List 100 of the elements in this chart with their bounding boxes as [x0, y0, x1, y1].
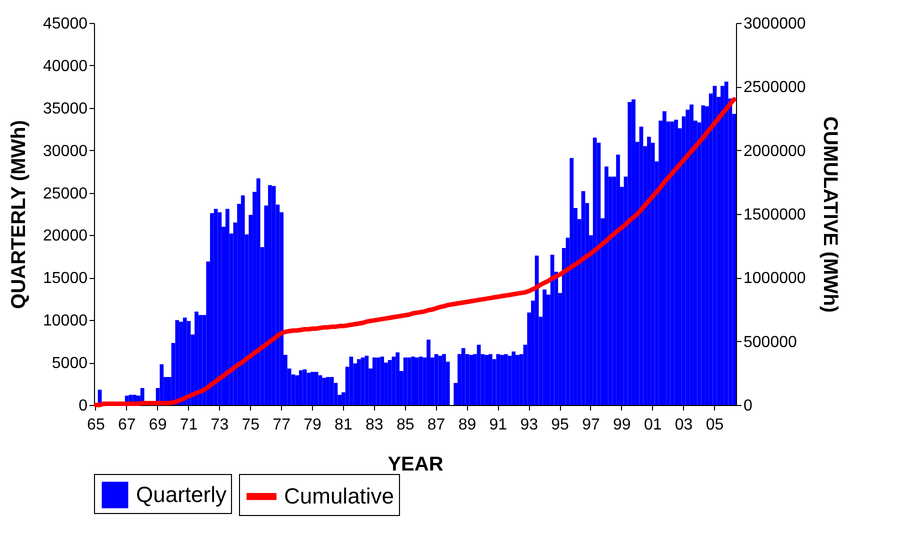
bar: [194, 312, 198, 405]
bar: [318, 375, 322, 405]
bar: [349, 356, 354, 405]
y-axis-title: QUARTERLY (MWh): [8, 120, 30, 309]
bar: [508, 356, 512, 405]
bar: [198, 315, 202, 405]
x-tick-label: 95: [551, 416, 570, 434]
x-tick-label: 83: [365, 416, 384, 434]
bar: [662, 111, 666, 405]
bar: [476, 344, 481, 405]
x-tick-label: 87: [427, 416, 446, 434]
bar: [268, 185, 272, 405]
x-tick-label: 65: [87, 416, 105, 434]
y2-tick-label: 0: [744, 398, 752, 414]
x-tick-label: 89: [458, 416, 476, 434]
bar: [306, 372, 311, 405]
bar: [182, 318, 187, 405]
bar: [380, 356, 384, 405]
y-tick-label: 0: [78, 398, 88, 414]
bar: [326, 376, 330, 405]
y2-tick-label: 1500000: [744, 206, 806, 224]
bar: [302, 369, 307, 405]
bar: [604, 166, 608, 405]
y2-tick-label: 3000000: [744, 16, 806, 32]
y-tick-label: 30000: [43, 142, 88, 160]
bar: [314, 372, 318, 405]
bar: [434, 354, 438, 405]
x-tick-label: 73: [210, 416, 229, 434]
y-tick-label: 10000: [43, 312, 88, 330]
bar: [426, 340, 430, 405]
bar: [542, 290, 546, 405]
bar: [534, 256, 539, 405]
y-tick-label: 20000: [43, 228, 88, 245]
bar: [175, 320, 180, 405]
bar: [516, 354, 520, 405]
bar: [674, 120, 678, 405]
x-axis-title: YEAR: [388, 454, 444, 476]
y-tick-label: 40000: [43, 58, 88, 75]
bar: [438, 356, 442, 405]
bar: [504, 354, 508, 405]
bar: [214, 208, 218, 405]
bar: [701, 105, 706, 405]
bar: [628, 102, 632, 405]
bar: [396, 352, 400, 405]
x-tick-label: 85: [396, 416, 414, 434]
bar: [403, 357, 408, 405]
bar: [256, 178, 260, 405]
bar: [632, 99, 636, 405]
bar: [392, 356, 396, 405]
bar: [616, 154, 620, 405]
y2-axis-title: CUMULATIVE (MWh): [818, 116, 841, 313]
x-tick-label: 81: [334, 416, 352, 434]
y2-tick-label: 2000000: [744, 142, 806, 160]
bar: [356, 359, 361, 405]
y2-tick-label: 2500000: [744, 79, 806, 96]
bar: [407, 357, 412, 405]
bar: [496, 354, 500, 405]
bar: [570, 158, 574, 405]
bar: [210, 213, 214, 405]
bar: [500, 354, 504, 405]
bar: [690, 104, 694, 405]
x-tick-label: 93: [520, 416, 538, 434]
bar: [388, 360, 392, 405]
bar: [484, 354, 488, 405]
x-tick-label: 91: [489, 416, 508, 434]
bar: [376, 357, 380, 405]
bar: [418, 356, 423, 405]
bar: [461, 348, 466, 405]
x-tick-label: 75: [242, 416, 260, 434]
y-tick-label: 25000: [43, 185, 88, 202]
x-tick-label: 69: [148, 416, 167, 434]
y-tick-label: 35000: [43, 100, 88, 118]
y2-tick-label: 500000: [744, 334, 797, 351]
legend-label: Quarterly: [136, 482, 226, 507]
bar: [310, 372, 314, 405]
bar: [592, 138, 597, 405]
bar: [298, 370, 303, 405]
y-tick-label: 15000: [43, 270, 88, 288]
bar: [647, 136, 651, 405]
y-tick-label: 45000: [43, 16, 88, 32]
bar: [179, 322, 183, 405]
x-tick-label: 77: [272, 416, 291, 434]
x-tick-label: 03: [674, 416, 693, 434]
x-tick-label: 01: [644, 416, 662, 434]
bar: [360, 357, 365, 405]
bar: [488, 354, 492, 405]
legend-label: Cumulative: [284, 484, 394, 508]
bar: [724, 82, 728, 405]
bar: [411, 356, 415, 405]
bar: [415, 357, 419, 405]
x-tick-label: 99: [613, 416, 631, 434]
bar: [720, 86, 724, 405]
x-tick-label: 05: [706, 416, 724, 434]
x-tick-label: 97: [582, 416, 600, 434]
y-tick-label: 5000: [52, 355, 88, 372]
y2-tick-label: 1000000: [744, 270, 806, 288]
bar: [372, 357, 376, 405]
bar: [272, 186, 276, 405]
bar: [364, 356, 369, 405]
bar: [512, 352, 516, 405]
